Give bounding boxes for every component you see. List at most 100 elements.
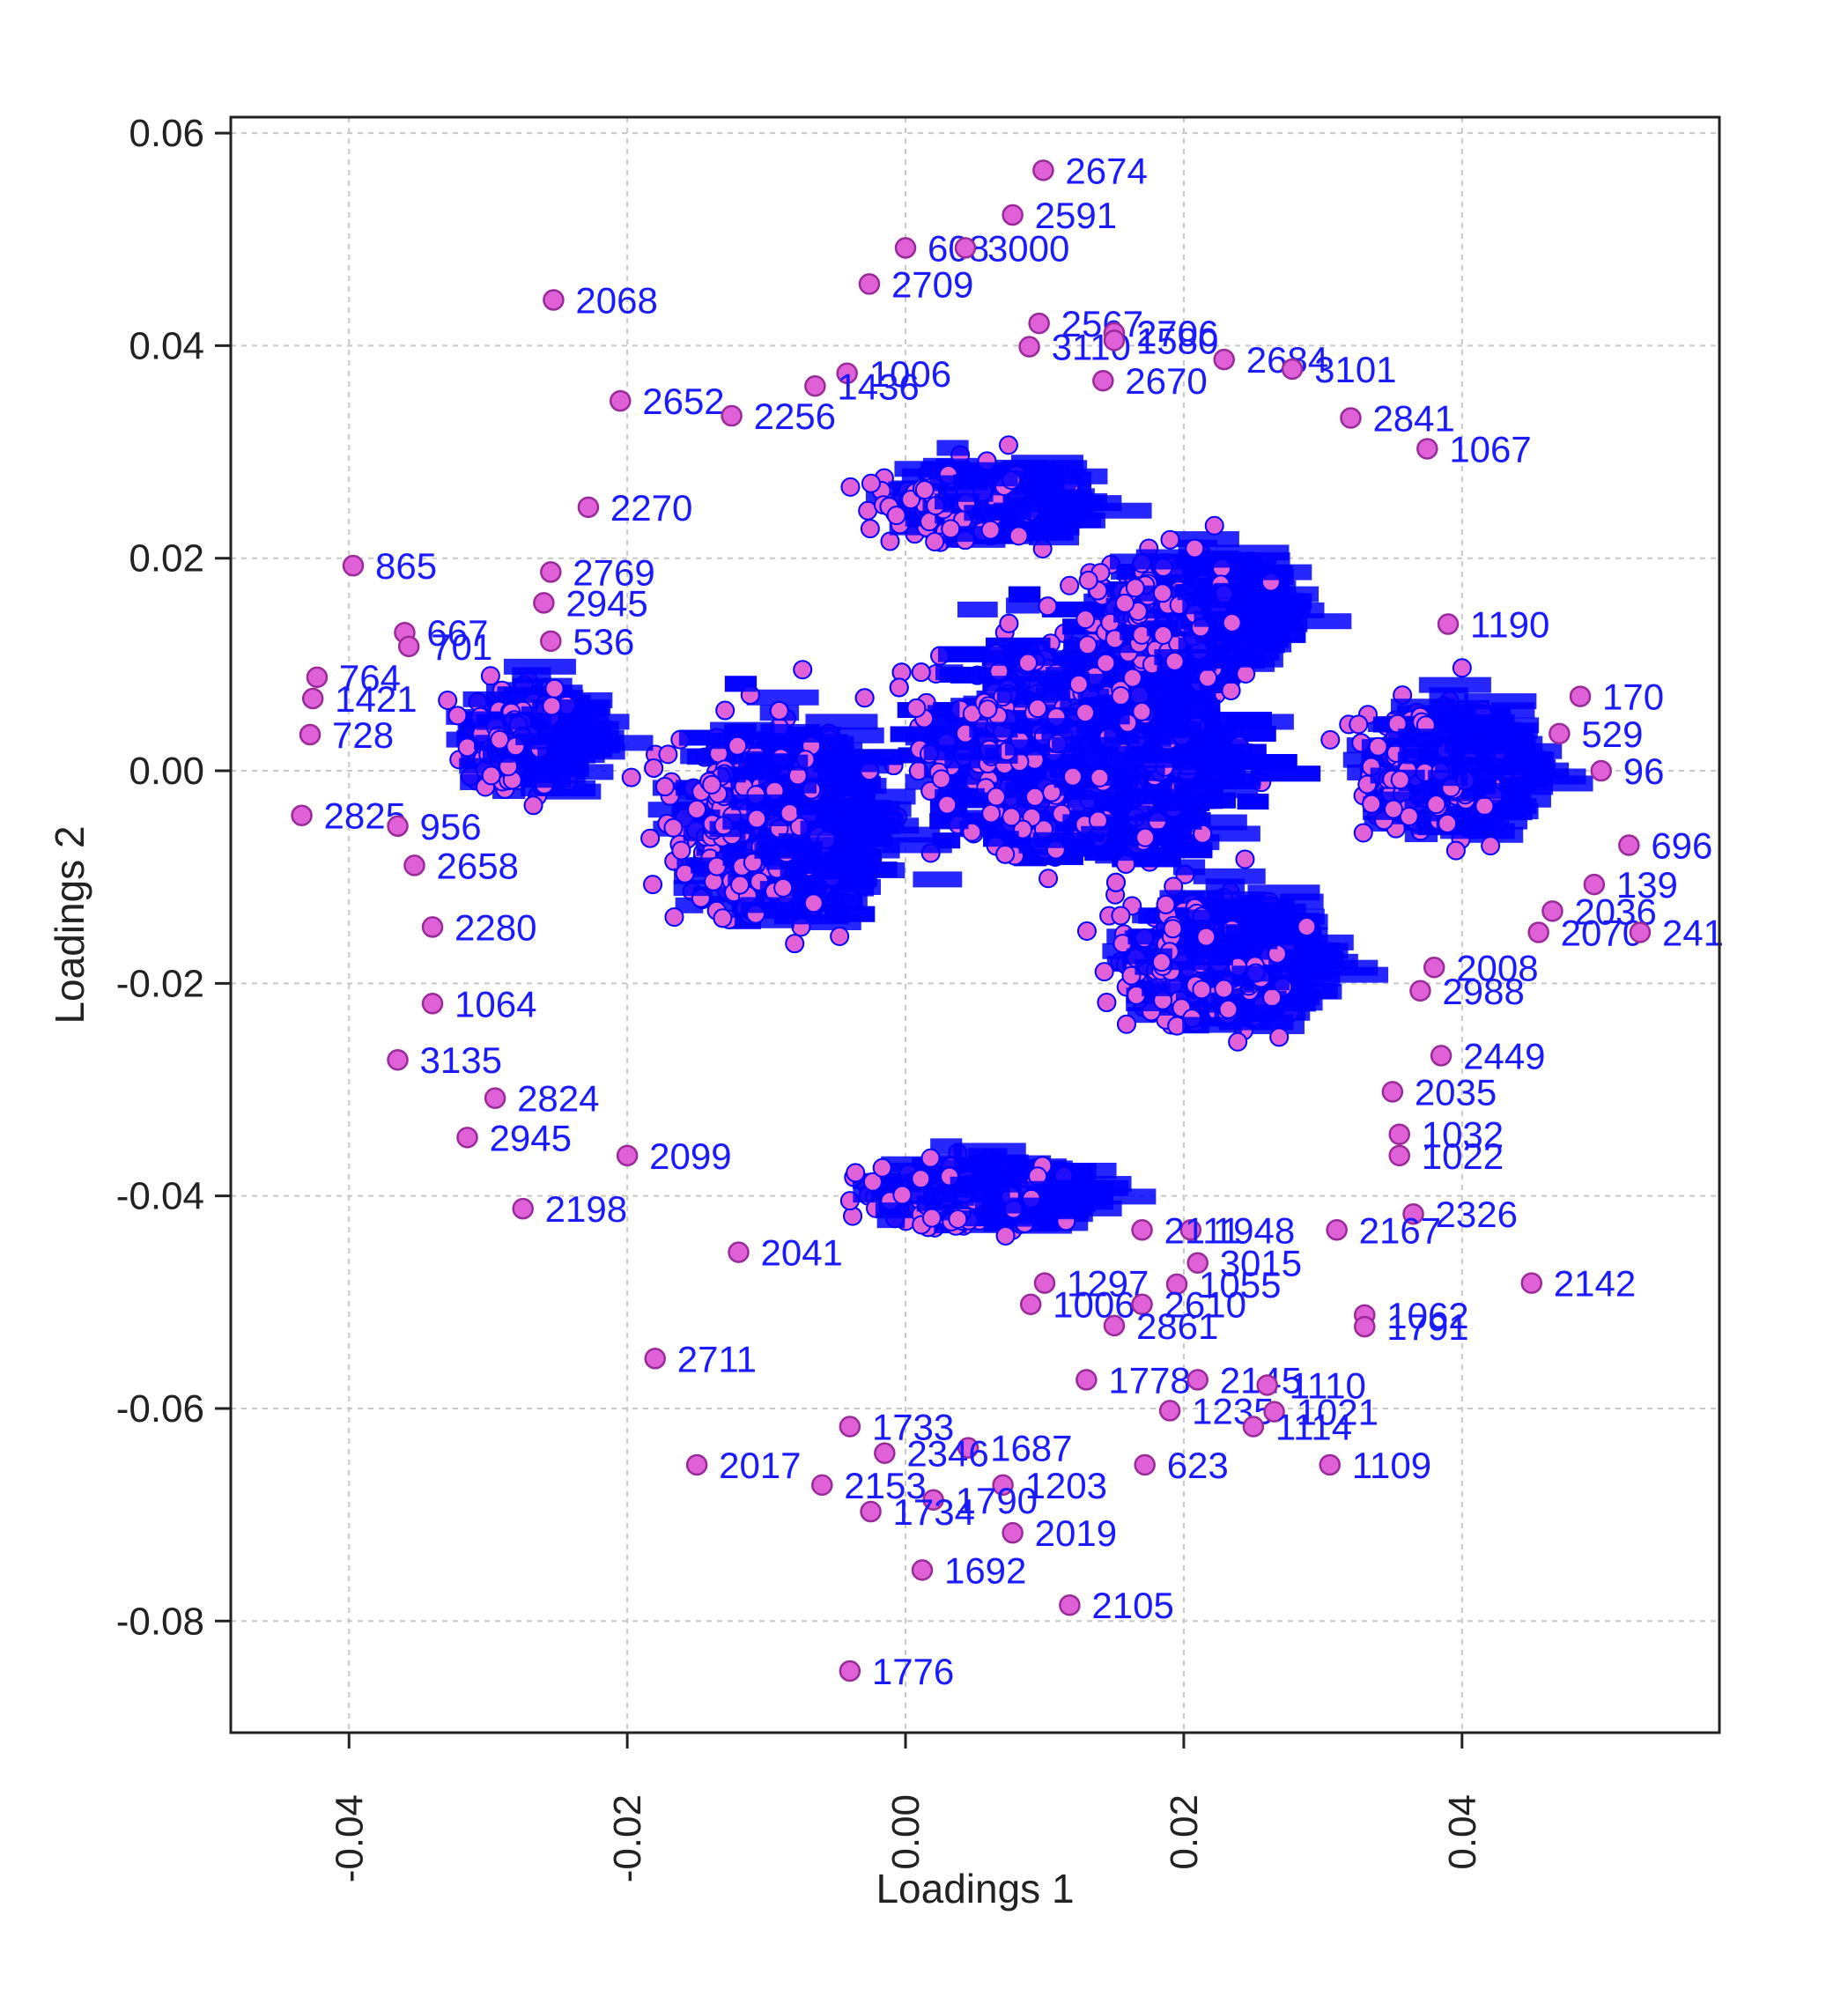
cluster-point-2066: [986, 787, 1006, 807]
cluster-label-3569: [1185, 909, 1231, 926]
cluster-point-1963: [937, 795, 957, 815]
cluster-point-2082: [889, 677, 909, 698]
cluster-label-57: [913, 871, 963, 888]
cluster-point-2857: [1078, 570, 1098, 590]
cluster-point-4490: [663, 817, 684, 838]
cluster-point-4466: [780, 803, 800, 824]
cluster-point-2187: [1068, 674, 1089, 694]
cluster-point-1992: [981, 803, 1002, 824]
cluster-label-2192: [983, 831, 1019, 847]
cluster-point-4835: [1452, 658, 1472, 678]
cluster-point-3585: [1094, 962, 1114, 982]
cluster-point-3573: [1163, 919, 1183, 939]
cluster-point-2129: [995, 844, 1016, 864]
cluster-label-4494: [786, 837, 848, 854]
cluster-point-2510: [1204, 515, 1224, 536]
cluster-point-3584: [1097, 993, 1117, 1013]
cluster-label-2184: [923, 744, 1002, 761]
cluster-label-2193: [1073, 745, 1112, 762]
cluster-label-2166: [1018, 718, 1069, 735]
cluster-point-3233: [1228, 1031, 1248, 1052]
cluster-label-2890: [1201, 551, 1255, 568]
cluster-point-4359: [643, 875, 663, 895]
cluster-label-425: [957, 601, 998, 617]
cluster-point-2159: [1122, 668, 1142, 688]
cluster-label-4743: [1418, 677, 1491, 693]
cluster-label-3586: [1193, 949, 1234, 965]
cluster-point-2809: [1077, 635, 1098, 655]
cluster-point-4360: [640, 828, 661, 848]
cluster-point-4089: [830, 927, 850, 947]
cluster-point-3592: [1151, 952, 1172, 972]
cluster-label-4254: [840, 727, 884, 743]
cluster-point-2099: [1038, 596, 1058, 617]
cluster-label-4498: [743, 764, 778, 780]
cluster-label-4483: [800, 820, 866, 837]
cluster-point-4920: [1349, 714, 1369, 735]
cluster-label-4434: [821, 861, 879, 878]
cluster-point-2810: [1076, 610, 1096, 630]
cluster-label-2109: [1157, 793, 1215, 810]
cluster-point-2151: [1076, 703, 1096, 723]
cluster-label-3596: [1231, 965, 1276, 982]
cluster-point-4316: [621, 767, 641, 787]
cluster-point-3285: [1235, 849, 1255, 869]
cluster-point-3304: [1116, 1014, 1136, 1034]
cluster-point-3574: [1196, 927, 1216, 947]
cluster-label-2878: [1232, 651, 1283, 668]
cluster-label-2049: [956, 787, 985, 804]
cluster-point-3571: [1297, 917, 1317, 937]
cluster-label-2893: [1182, 598, 1260, 615]
cluster-label-4469: [796, 799, 840, 816]
cluster-point-4445: [769, 700, 789, 721]
cluster-point-2172: [1135, 827, 1156, 847]
cluster-point-4382: [687, 799, 707, 819]
cluster-point-4499: [702, 774, 722, 795]
cluster-label-4068: [882, 837, 952, 854]
cluster-label-3589: [1182, 1017, 1242, 1033]
cluster-point-1820: [911, 662, 931, 683]
cluster-label-2894: [1214, 582, 1244, 599]
cluster-label-2154: [1005, 739, 1051, 756]
cluster-label-2149: [1177, 773, 1210, 789]
cluster-label-3599: [1142, 980, 1171, 996]
cluster-point-4403: [654, 777, 675, 797]
cluster-label-2176: [969, 721, 1018, 738]
cluster-label-3523: [1243, 1004, 1311, 1021]
cluster-point-4480: [773, 877, 794, 898]
cluster-label-2186: [1102, 792, 1140, 809]
cluster-point-2766: [1060, 575, 1080, 595]
cluster-point-2188: [1002, 807, 1022, 827]
cluster-label-2041: [933, 701, 960, 718]
cluster-point-2892: [1125, 578, 1145, 598]
cluster-point-2873: [1152, 583, 1172, 603]
cluster-label-2179: [982, 676, 1031, 692]
cluster-label-2896: [1109, 553, 1186, 570]
cluster-label-2173: [1035, 684, 1071, 701]
cluster-point-4854: [1353, 823, 1373, 843]
cluster-label-2897: [1177, 584, 1217, 601]
cluster-label-3597: [1214, 933, 1278, 950]
cluster-point-2161: [1018, 653, 1039, 673]
cluster-point-3464: [1262, 987, 1283, 1008]
cluster-point-2196: [978, 699, 998, 720]
cluster-point-3583: [1192, 980, 1212, 1000]
cluster-point-2078: [906, 698, 927, 718]
cluster-label-2197: [1218, 753, 1297, 770]
dense-point-cluster: [438, 435, 1593, 1246]
cluster-point-3598: [1218, 999, 1238, 1019]
cluster-point-3579: [1214, 979, 1234, 999]
cluster-point-4079: [664, 907, 684, 928]
cluster-label-4488: [717, 766, 746, 783]
cluster-point-2899: [1222, 612, 1242, 632]
cluster-point-4481: [747, 809, 767, 829]
cluster-point-4454: [713, 908, 733, 928]
cluster-point-2021: [1221, 680, 1241, 700]
cluster-point-2157: [1111, 685, 1131, 706]
cluster-point-1991: [854, 688, 875, 708]
cluster-point-3595: [1156, 894, 1176, 914]
cluster-label-2189: [1104, 728, 1140, 744]
cluster-point-3541: [1076, 921, 1097, 942]
cluster-label-2038: [1237, 793, 1269, 810]
